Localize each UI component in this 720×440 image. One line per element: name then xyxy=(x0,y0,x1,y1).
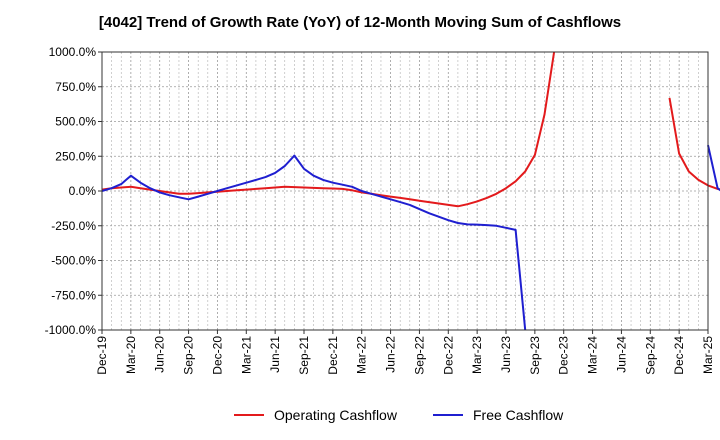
legend-item-free: Free Cashflow xyxy=(433,404,563,426)
legend: Operating Cashflow Free Cashflow xyxy=(0,404,720,426)
x-tick-label: Mar-22 xyxy=(355,336,369,374)
y-tick-label: 750.0% xyxy=(55,80,96,94)
x-tick-label: Jun-22 xyxy=(384,336,398,373)
x-tick-label: Dec-23 xyxy=(557,336,571,375)
x-axis-ticks: Dec-19 Mar-20 Jun-20 Sep-20 Dec-20 Mar-21 Jun-… xyxy=(95,330,715,375)
x-tick-label: Dec-19 xyxy=(95,336,109,375)
x-tick-label: Jun-23 xyxy=(499,336,513,373)
y-tick-label: 1000.0% xyxy=(49,45,97,59)
x-tick-label: Sep-24 xyxy=(643,336,657,375)
plot-background xyxy=(102,52,708,330)
y-tick-label: 0.0% xyxy=(69,184,97,198)
legend-swatch-free xyxy=(433,414,463,416)
y-axis-ticks: 1000.0% 750.0% 500.0% 250.0% 0.0% -250.0% -500… xyxy=(45,45,102,337)
x-tick-label: Dec-21 xyxy=(326,336,340,375)
x-tick-label: Sep-23 xyxy=(528,336,542,375)
legend-label-operating: Operating Cashflow xyxy=(274,407,397,423)
y-tick-label: -750.0% xyxy=(51,288,96,302)
x-tick-label: Mar-23 xyxy=(470,336,484,374)
series-line-free-cashflow xyxy=(101,154,527,331)
x-tick-label: Sep-20 xyxy=(182,336,196,375)
y-tick-label: 500.0% xyxy=(55,115,96,129)
series-line-operating-cashflow xyxy=(668,97,720,191)
legend-label-free: Free Cashflow xyxy=(473,407,564,423)
x-tick-label: Dec-22 xyxy=(441,336,455,375)
x-tick-label: Mar-21 xyxy=(239,336,253,374)
x-tick-label: Jun-21 xyxy=(268,336,282,373)
x-tick-label: Jun-24 xyxy=(614,336,628,373)
plot-area xyxy=(102,52,708,330)
y-tick-label: -500.0% xyxy=(51,254,96,268)
x-tick-label: Sep-21 xyxy=(297,336,311,375)
series-layer xyxy=(101,51,720,331)
x-tick-label: Mar-25 xyxy=(701,336,715,374)
x-tick-label: Sep-22 xyxy=(412,336,426,375)
chart-title: [4042] Trend of Growth Rate (YoY) of 12-… xyxy=(98,14,622,31)
y-tick-label: 250.0% xyxy=(55,149,96,163)
y-tick-label: -250.0% xyxy=(51,219,96,233)
x-tick-label: Mar-20 xyxy=(124,336,138,374)
y-tick-label: -1000.0% xyxy=(45,323,97,337)
legend-swatch-operating xyxy=(234,414,264,416)
grid-lines xyxy=(102,52,708,330)
x-tick-label: Mar-24 xyxy=(586,336,600,374)
series-line-free-cashflow xyxy=(707,144,720,192)
x-tick-label: Dec-24 xyxy=(672,336,686,375)
legend-item-operating: Operating Cashflow xyxy=(234,404,397,426)
x-tick-label: Jun-20 xyxy=(153,336,167,373)
x-tick-label: Dec-20 xyxy=(210,336,224,375)
series-line-operating-cashflow xyxy=(101,51,556,208)
